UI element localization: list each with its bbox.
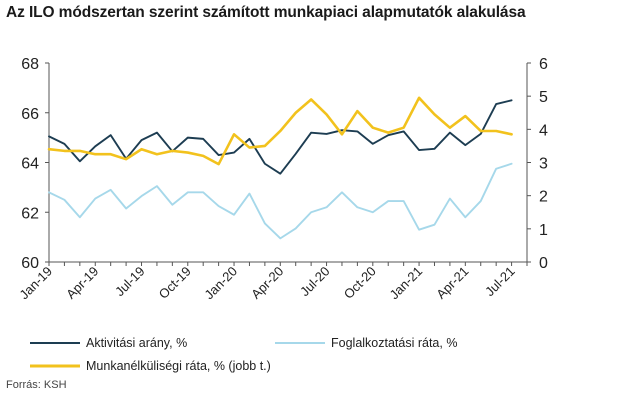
x-tick-label: Jan-21 xyxy=(386,264,425,303)
x-tick-label: Jul-19 xyxy=(112,264,148,300)
legend-label: Aktivitási arány, % xyxy=(86,336,187,350)
legend-label: Foglalkoztatási ráta, % xyxy=(331,336,457,350)
y-right-tick-label: 1 xyxy=(539,222,548,239)
x-tick-label: Jan-20 xyxy=(201,264,240,303)
y-left-tick-label: 60 xyxy=(21,255,39,272)
x-tick-label: Apr-19 xyxy=(63,264,101,302)
y-left-tick-label: 66 xyxy=(21,106,39,123)
y-left-tick-label: 68 xyxy=(21,56,39,73)
y-right-tick-label: 0 xyxy=(539,255,548,272)
y-right-tick-label: 2 xyxy=(539,189,548,206)
y-right-tick-label: 5 xyxy=(539,89,548,106)
chart-title: Az ILO módszertan szerint számított munk… xyxy=(6,4,526,21)
x-tick-label: Jul-20 xyxy=(297,264,333,300)
y-left-tick-label: 62 xyxy=(21,205,39,222)
series-line-2 xyxy=(48,162,513,240)
x-tick-label: Oct-20 xyxy=(341,264,379,302)
series-line-3 xyxy=(47,96,513,166)
y-left-tick-label: 64 xyxy=(21,156,39,173)
x-tick-label: Jul-21 xyxy=(482,264,518,300)
y-right-tick-label: 4 xyxy=(539,122,548,139)
legend-label: Munkanélküliségi ráta, % (jobb t.) xyxy=(86,359,271,373)
y-right-tick-label: 6 xyxy=(539,56,548,73)
x-tick-label: Apr-21 xyxy=(433,264,471,302)
source-note: Forrás: KSH xyxy=(6,379,67,391)
series-line-1 xyxy=(48,99,513,175)
x-tick-label: Oct-19 xyxy=(156,264,194,302)
x-tick-label: Apr-20 xyxy=(248,264,286,302)
y-right-tick-label: 3 xyxy=(539,156,548,173)
